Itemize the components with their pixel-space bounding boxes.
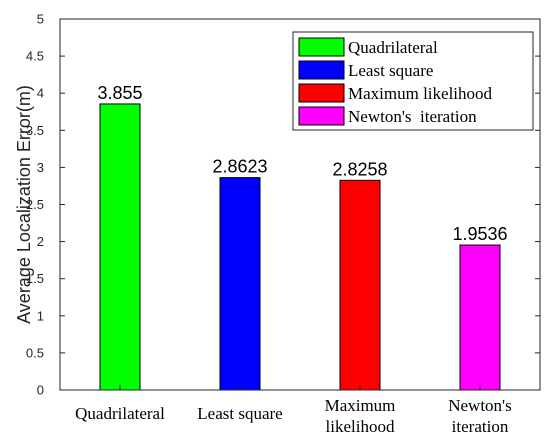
y-tick-label: 4.5 <box>26 49 44 64</box>
legend-swatch <box>298 106 345 126</box>
x-tick-label-line: Maximum <box>325 396 396 415</box>
plot-area-frame <box>59 18 541 391</box>
bar-value-label: 2.8258 <box>332 159 387 179</box>
y-tick-label: 2.5 <box>26 197 44 212</box>
bar <box>339 179 381 391</box>
value-labels: 3.855 2.8623 2.8258 1.9536 <box>97 83 507 244</box>
legend-swatch <box>298 37 345 57</box>
x-axis-tick-labels: Quadrilateral Least square Maximum likeliho… <box>75 385 512 436</box>
y-tick-label: 5 <box>37 12 44 27</box>
legend-label: Maximum likelihood <box>348 84 493 103</box>
x-tick-label-line: Newton's <box>448 396 512 415</box>
legend-label: Newton's iteration <box>348 107 477 126</box>
y-tick-label: 1 <box>37 308 44 323</box>
x-tick-label-line: Least square <box>197 404 282 423</box>
legend: Quadrilateral Least square Maximum likelih… <box>292 31 534 131</box>
y-tick-label: 3 <box>37 160 44 175</box>
legend-swatch <box>298 83 345 103</box>
y-tick-label: 4 <box>37 86 44 101</box>
bar-value-label: 1.9536 <box>452 224 507 244</box>
bar <box>459 244 501 391</box>
x-tick-label: Newton's iteration <box>448 396 512 436</box>
y-tick-label: 0.5 <box>26 345 44 360</box>
y-axis-ticks: 0 0.5 1 1.5 2 2.5 3 3.5 4 4.5 5 <box>26 12 540 398</box>
x-tick-label-line: likelihood <box>326 417 395 436</box>
y-axis-title: Average Localization Error(m) <box>14 85 34 324</box>
bar <box>219 177 261 391</box>
y-tick-label: 2 <box>37 234 44 249</box>
y-tick-label: 0 <box>37 383 44 398</box>
legend-swatch <box>298 60 345 80</box>
x-tick-label: Quadrilateral <box>75 404 165 423</box>
x-tick-label: Maximum likelihood <box>325 396 396 436</box>
legend-label: Least square <box>348 61 433 80</box>
y-tick-label: 3.5 <box>26 123 44 138</box>
x-tick-label-line: iteration <box>452 417 509 436</box>
x-tick-label: Least square <box>197 404 282 423</box>
bar-value-label: 2.8623 <box>212 157 267 177</box>
legend-label: Quadrilateral <box>348 38 438 57</box>
x-tick-label-line: Quadrilateral <box>75 404 165 423</box>
bar-value-label: 3.855 <box>97 83 142 103</box>
bars <box>99 103 501 391</box>
y-tick-label: 1.5 <box>26 271 44 286</box>
bar <box>99 103 141 391</box>
